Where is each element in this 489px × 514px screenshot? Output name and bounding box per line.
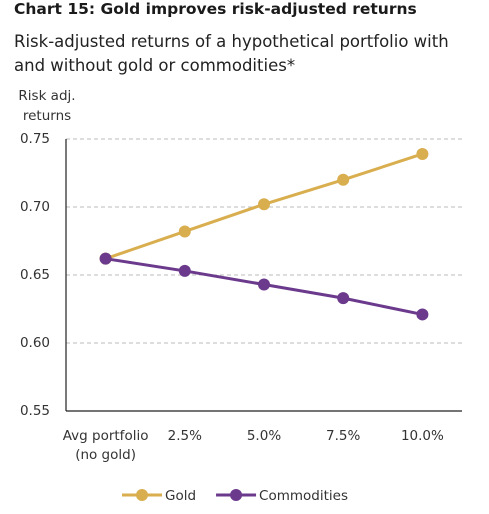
x-tick-label: 2.5% — [167, 428, 202, 444]
y-tick-label: 0.70 — [20, 199, 50, 215]
y-tick-label: 0.75 — [20, 131, 50, 147]
data-point — [416, 147, 429, 160]
y-axis-label: Risk adj. returns — [18, 88, 76, 124]
legend-marker — [230, 489, 243, 501]
data-point — [337, 292, 350, 305]
data-point — [337, 173, 350, 186]
chart-subtitle: Risk-adjusted returns of a hypothetical … — [14, 32, 449, 75]
data-point — [416, 308, 429, 321]
y-tick-label: 0.65 — [20, 267, 50, 283]
x-tick-label: Avg portfolio (no gold) — [62, 428, 149, 463]
legend-label: Commodities — [259, 488, 348, 504]
data-point — [258, 278, 270, 291]
data-point — [258, 198, 270, 211]
x-tick-label: 10.0% — [400, 428, 444, 444]
legend-marker — [136, 489, 148, 501]
chart-title: Chart 15: Gold improves risk-adjusted re… — [14, 0, 417, 18]
legend-label: Gold — [165, 488, 196, 504]
x-tick-label: 5.0% — [246, 428, 282, 444]
data-point — [178, 225, 191, 238]
data-point — [99, 252, 112, 265]
y-tick-label: 0.60 — [20, 335, 50, 351]
y-tick-label: 0.55 — [20, 403, 50, 419]
x-tick-label: 7.5% — [326, 428, 361, 444]
data-point — [178, 264, 191, 277]
